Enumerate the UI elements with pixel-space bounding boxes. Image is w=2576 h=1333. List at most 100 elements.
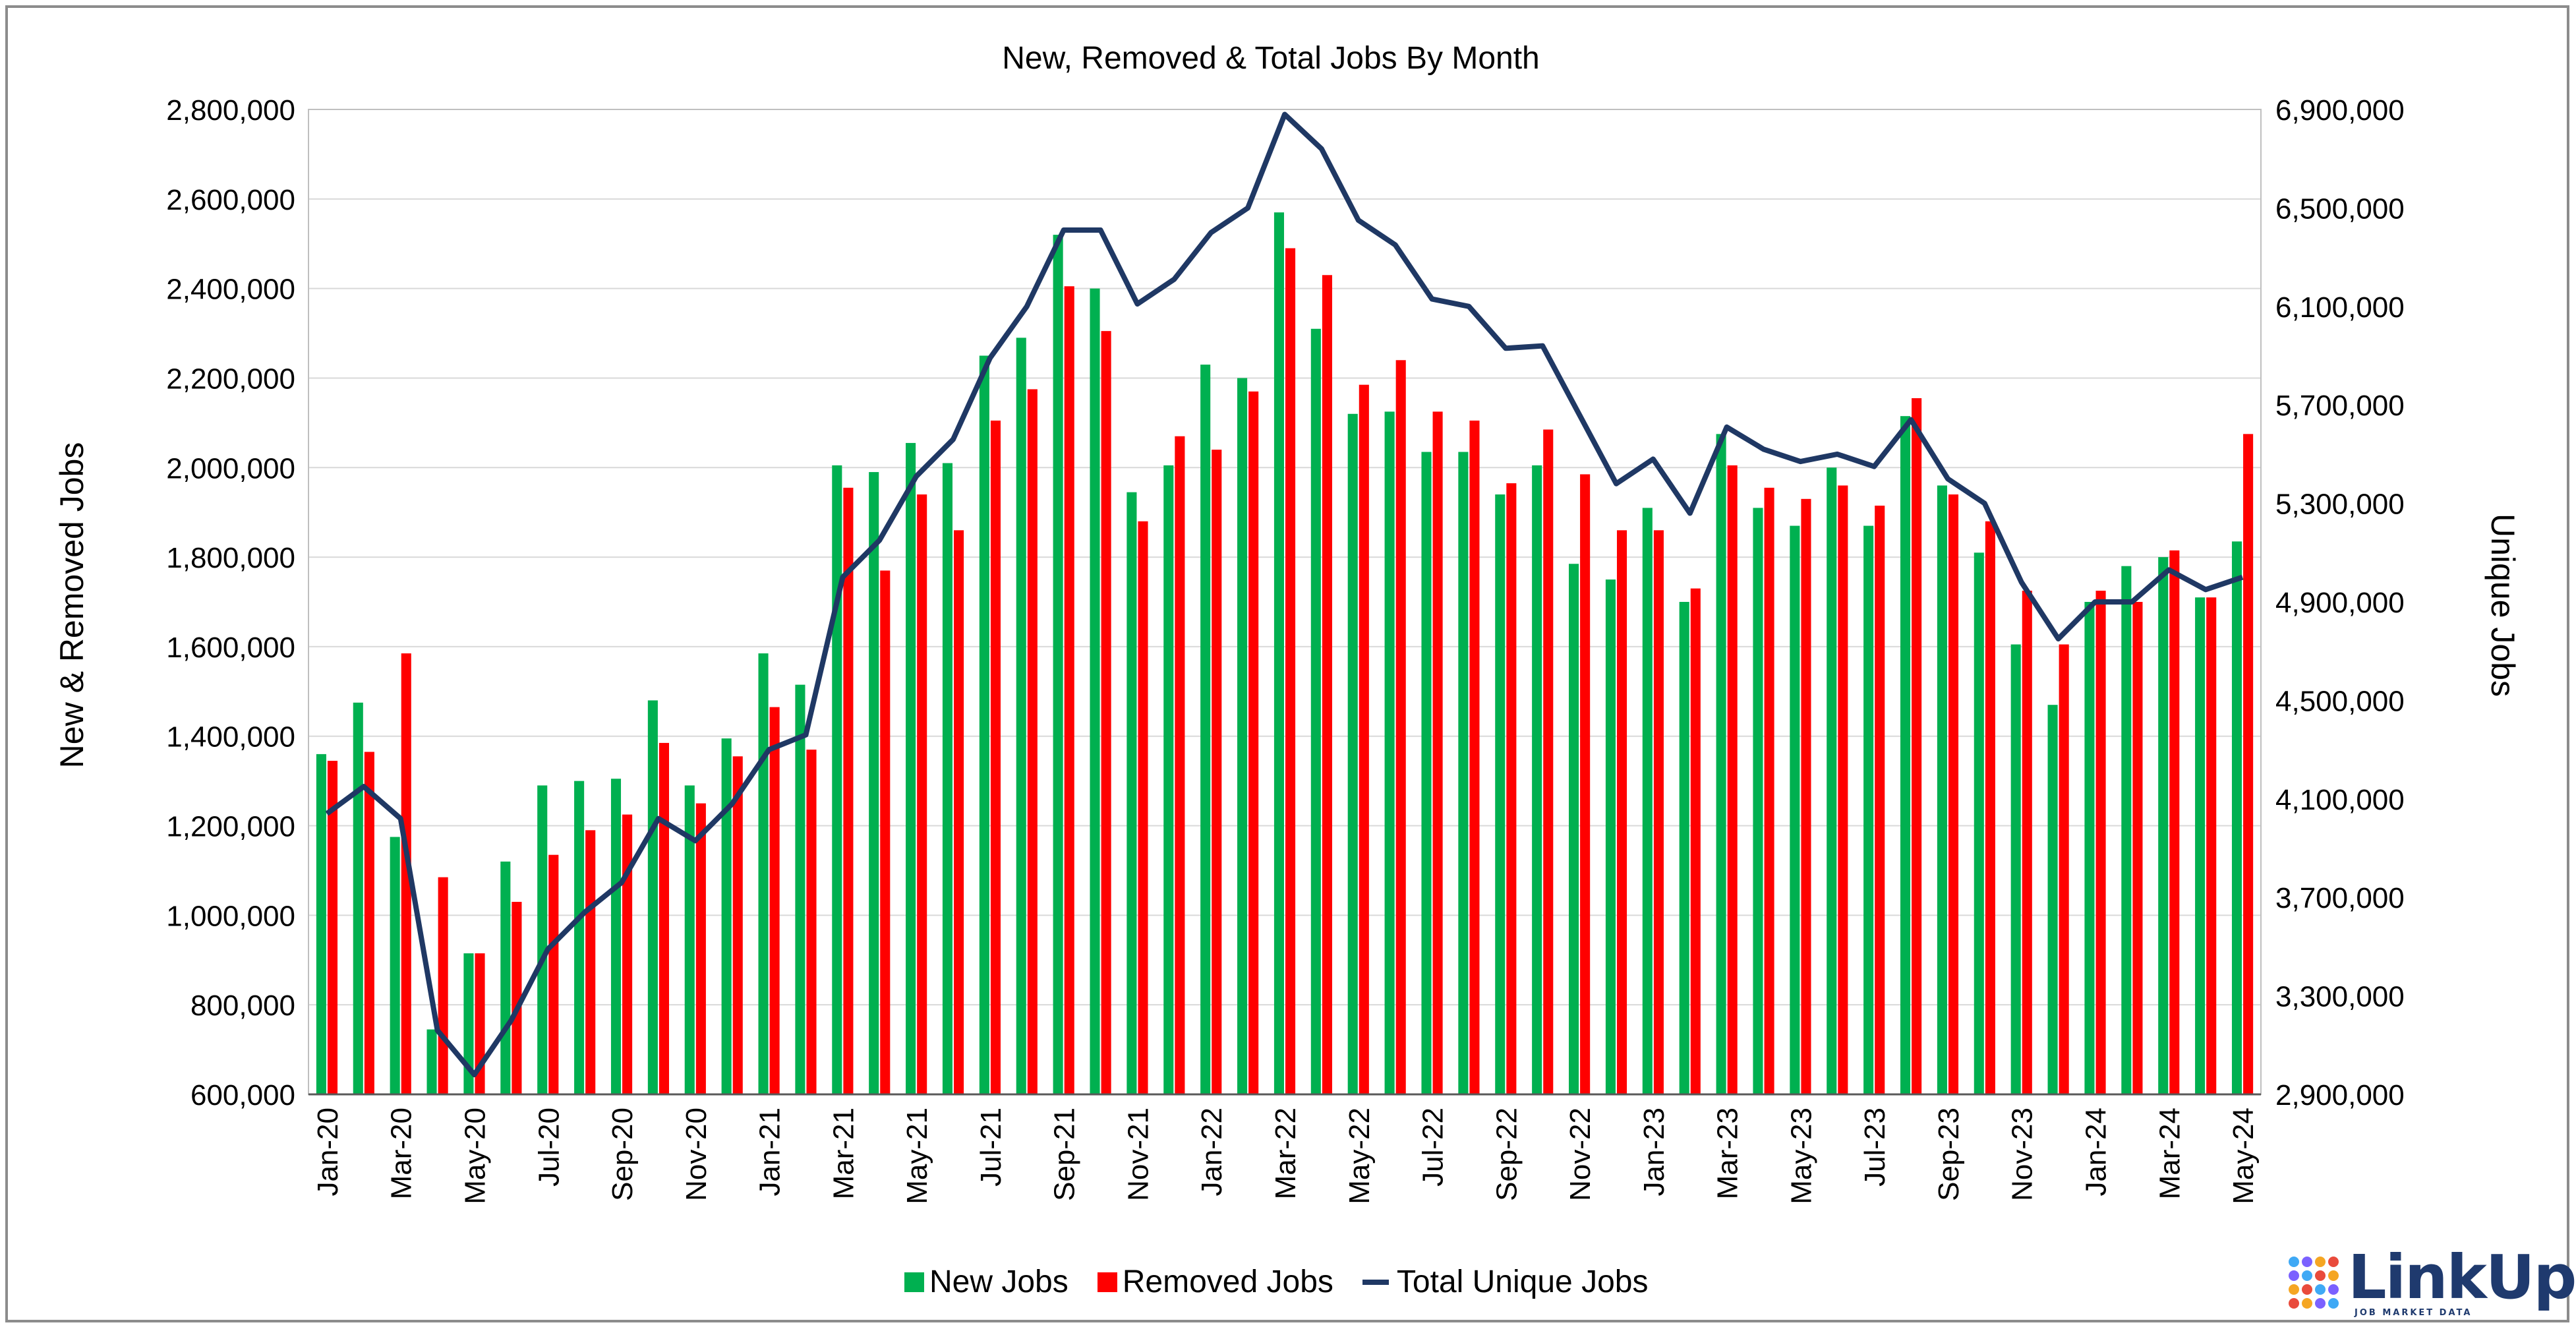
legend-new-label: New Jobs xyxy=(929,1264,1068,1299)
bar-new-jobs xyxy=(979,355,989,1094)
bar-removed-jobs xyxy=(1064,286,1074,1094)
bar-new-jobs xyxy=(426,1029,437,1094)
bar-removed-jobs xyxy=(1212,450,1222,1094)
y2-tick-label: 5,700,000 xyxy=(2275,390,2405,422)
legend-item-removed: Removed Jobs xyxy=(1097,1264,1333,1300)
bar-new-jobs xyxy=(537,785,548,1094)
x-tick-label: Jul-22 xyxy=(1417,1108,1449,1187)
bar-new-jobs xyxy=(1421,452,1432,1094)
bar-removed-jobs xyxy=(1432,411,1443,1094)
bar-new-jobs xyxy=(1863,525,1874,1094)
new-jobs-swatch xyxy=(904,1272,924,1292)
x-tick-label: May-22 xyxy=(1343,1108,1376,1204)
bar-new-jobs xyxy=(1605,579,1616,1094)
legend-removed-label: Removed Jobs xyxy=(1122,1264,1333,1299)
bar-new-jobs xyxy=(1790,525,1800,1094)
chart-title: New, Removed & Total Jobs By Month xyxy=(1002,41,1540,76)
bar-removed-jobs xyxy=(1138,521,1148,1094)
bar-removed-jobs xyxy=(1985,521,1995,1094)
bar-removed-jobs xyxy=(659,742,670,1094)
bar-new-jobs xyxy=(906,442,916,1094)
bar-new-jobs xyxy=(1090,288,1100,1094)
y2-tick-label: 3,700,000 xyxy=(2275,882,2405,914)
y2-tick-label: 4,100,000 xyxy=(2275,784,2405,816)
x-tick-label: Jan-21 xyxy=(754,1108,786,1197)
bar-removed-jobs xyxy=(1875,505,1885,1094)
bar-removed-jobs xyxy=(585,830,596,1094)
bar-removed-jobs xyxy=(1838,485,1848,1094)
bar-new-jobs xyxy=(1127,492,1137,1094)
bar-new-jobs xyxy=(869,472,879,1094)
bar-removed-jobs xyxy=(1322,275,1332,1094)
total-jobs-swatch xyxy=(1362,1279,1389,1285)
bar-removed-jobs xyxy=(769,707,780,1094)
series-line-total-unique-jobs xyxy=(325,111,2244,1078)
x-tick-label: May-24 xyxy=(2227,1108,2260,1204)
bar-new-jobs xyxy=(1273,212,1284,1094)
bar-new-jobs xyxy=(1016,338,1026,1094)
bar-new-jobs xyxy=(1679,602,1689,1094)
bar-removed-jobs xyxy=(732,756,743,1094)
bar-removed-jobs xyxy=(548,854,559,1094)
x-tick-label: Jan-22 xyxy=(1196,1108,1228,1197)
y-tick-label: 600,000 xyxy=(190,1079,295,1111)
legend: New Jobs Removed Jobs Total Unique Jobs xyxy=(904,1264,1648,1300)
bar-removed-jobs xyxy=(1912,398,1922,1094)
bar-removed-jobs xyxy=(1616,530,1627,1094)
bar-new-jobs xyxy=(1569,564,1579,1094)
y-tick-label: 1,600,000 xyxy=(166,632,295,664)
bar-removed-jobs xyxy=(1506,483,1517,1094)
linkup-logo: LinkUp JOB MARKET DATA xyxy=(2289,1242,2576,1320)
bar-new-jobs xyxy=(1053,235,1063,1094)
bar-new-jobs xyxy=(1900,416,1911,1094)
bar-new-jobs xyxy=(795,684,805,1094)
y-tick-label: 800,000 xyxy=(190,990,295,1022)
bar-removed-jobs xyxy=(1027,389,1038,1094)
y-tick-label: 1,400,000 xyxy=(166,721,295,754)
bar-removed-jobs xyxy=(2206,597,2217,1094)
bar-removed-jobs xyxy=(2059,644,2069,1094)
legend-item-total: Total Unique Jobs xyxy=(1362,1264,1649,1300)
y2-tick-label: 6,500,000 xyxy=(2275,193,2405,225)
y2-tick-label: 6,100,000 xyxy=(2275,291,2405,324)
x-tick-label: Jan-24 xyxy=(2080,1108,2113,1197)
bar-new-jobs xyxy=(1310,328,1321,1095)
x-tick-label: Mar-23 xyxy=(1712,1108,1744,1199)
x-tick-label: Mar-21 xyxy=(827,1108,860,1199)
bar-new-jobs xyxy=(1642,508,1653,1094)
bar-removed-jobs xyxy=(806,750,817,1094)
bar-removed-jobs xyxy=(1580,474,1591,1094)
bar-removed-jobs xyxy=(327,761,338,1094)
total-line xyxy=(325,111,2244,1078)
bar-new-jobs xyxy=(942,463,953,1094)
bar-new-jobs xyxy=(647,700,658,1094)
logo-wordmark: LinkUp xyxy=(2348,1242,2576,1313)
legend-total-label: Total Unique Jobs xyxy=(1396,1264,1649,1299)
gridlines xyxy=(308,109,2261,1095)
x-tick-label: Sep-20 xyxy=(606,1108,639,1201)
bar-removed-jobs xyxy=(1948,494,1959,1094)
bar-new-jobs xyxy=(684,785,695,1094)
bar-new-jobs xyxy=(1495,494,1506,1094)
bar-removed-jobs xyxy=(843,487,854,1094)
y-tick-label: 2,000,000 xyxy=(166,452,295,485)
y2-tick-label: 4,900,000 xyxy=(2275,587,2405,619)
bar-new-jobs xyxy=(1237,378,1248,1094)
y2-tick-labels: 2,900,000 3,300,000 3,700,000 4,100,000 4,50… xyxy=(2275,94,2405,1111)
x-tick-label: May-20 xyxy=(459,1108,491,1204)
bar-removed-jobs xyxy=(2169,550,2180,1094)
bar-removed-jobs xyxy=(1248,391,1259,1094)
y-tick-label: 2,800,000 xyxy=(166,94,295,127)
bar-new-jobs xyxy=(1937,485,1947,1094)
bar-removed-jobs xyxy=(401,653,411,1094)
bar-removed-jobs xyxy=(1395,360,1406,1094)
x-tick-label: Mar-20 xyxy=(386,1108,418,1199)
bar-removed-jobs xyxy=(1101,331,1111,1094)
axes xyxy=(308,109,2262,1096)
bar-new-jobs xyxy=(1458,452,1469,1094)
bar-removed-jobs xyxy=(1801,498,1811,1094)
x-tick-labels: Jan-20 Mar-20 May-20 Jul-20 Sep-20 Nov-20 Jan-… xyxy=(312,1108,2260,1204)
y-tick-label: 1,000,000 xyxy=(166,900,295,932)
legend-item-new: New Jobs xyxy=(904,1264,1068,1300)
y-tick-labels: 600,000 800,000 1,000,000 1,200,000 1,400,00… xyxy=(166,94,295,1111)
